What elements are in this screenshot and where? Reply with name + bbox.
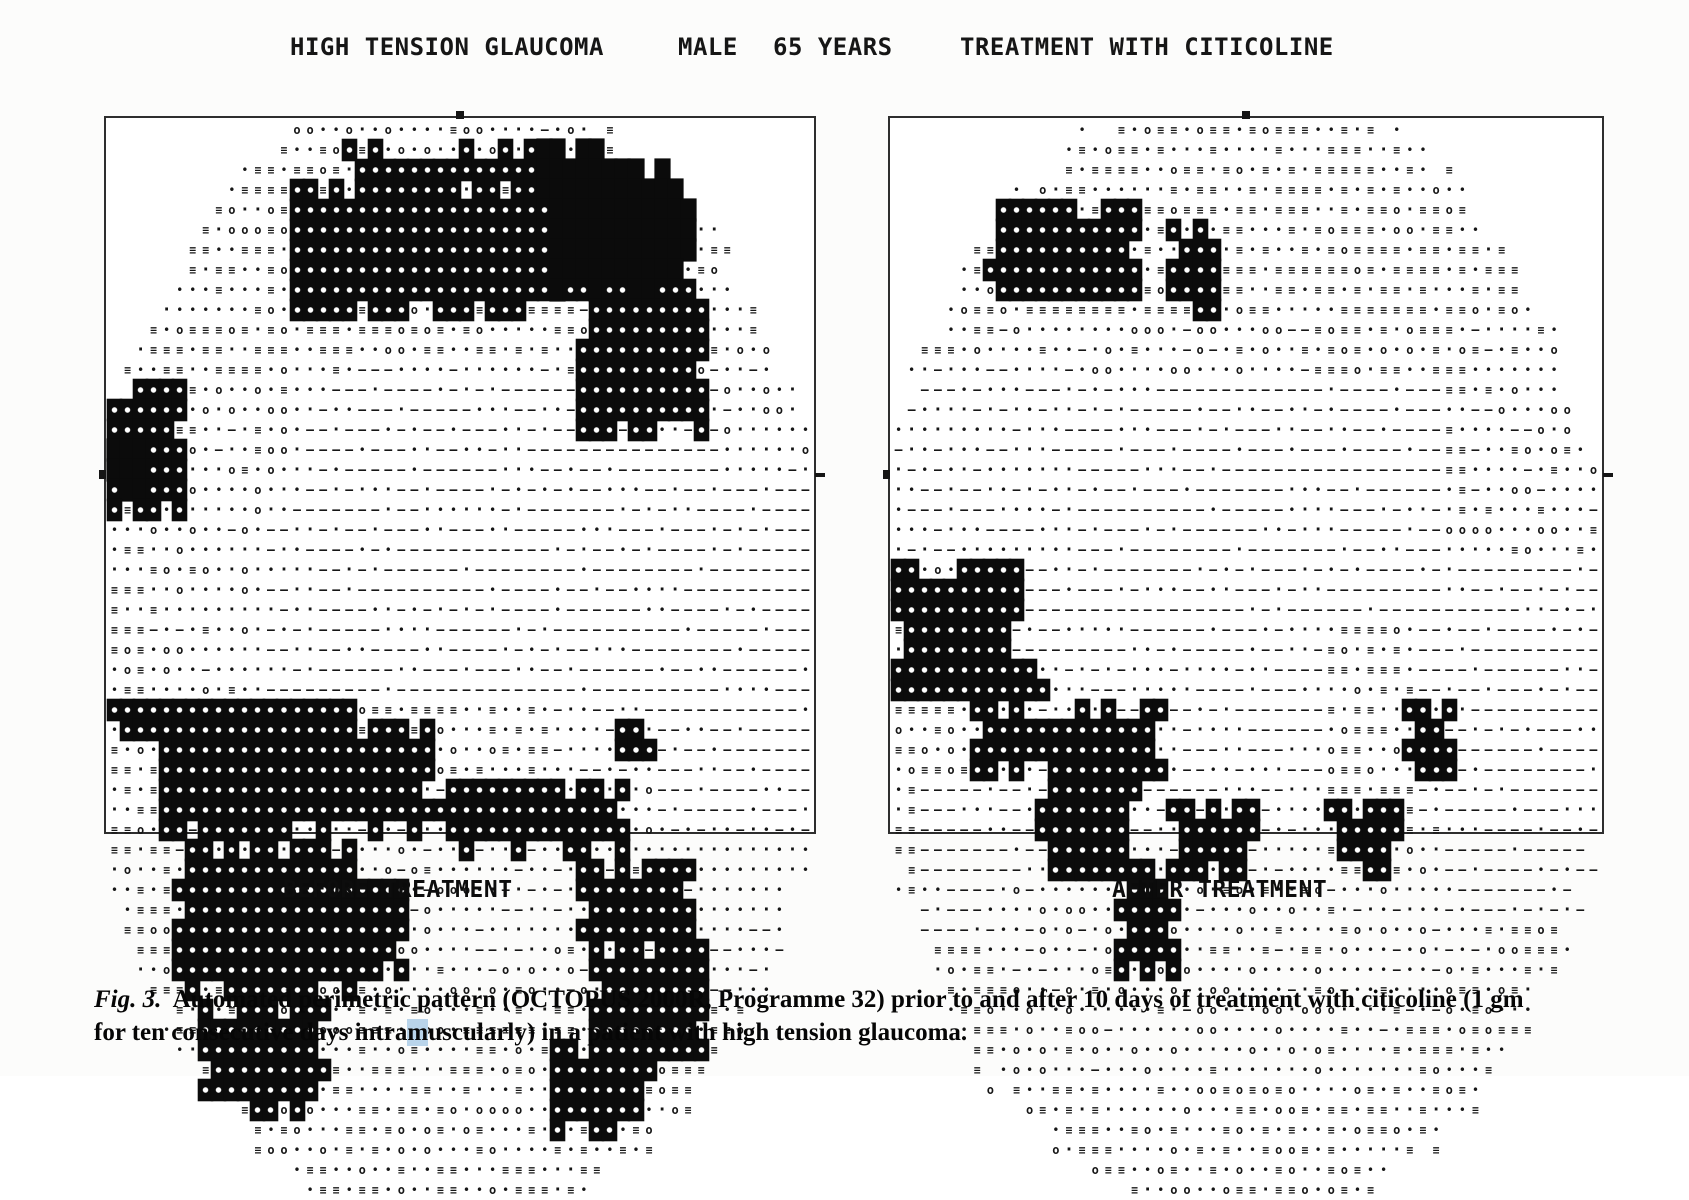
perimetry-grid-after: • ≡ • o ≡ ≡ • o ≡ ≡ • ≡ o ≡ ≡ ≡ • • ≡ · ≡ • • ≡ • o ≡ ≡ • ≡ • · • ≡ • · • · ≡ •…	[892, 120, 1599, 1200]
figure-caption: Fig. 3. Automated perimetric pattern (OCT…	[94, 983, 1674, 1049]
scanned-figure-page: HIGH TENSION GLAUCOMA MALE 65 YEARS TREA…	[94, 33, 1674, 1200]
figure-number: Fig. 3.	[94, 986, 162, 1013]
header-sex: MALE	[678, 33, 738, 61]
perimetry-panel-before: o o • • o · • o • • • · ≡ o o • · · • – • o · ≡ ≡ • • ≡ o ≡ • o • o · • • o · •…	[99, 111, 825, 1200]
header-age: 65 YEARS	[773, 33, 893, 61]
tick-left	[99, 470, 106, 479]
header-diagnosis: HIGH TENSION GLAUCOMA	[290, 33, 604, 61]
tick-left	[883, 470, 890, 479]
panel-label-before: BEFORE TREATMENT	[283, 877, 513, 903]
highlight-artifact: m	[407, 1019, 429, 1046]
tick-top	[1242, 111, 1250, 119]
caption-text-2b: uscularly) in a patient with high tensio…	[428, 1019, 968, 1046]
header-treatment: TREATMENT WITH CITICOLINE	[960, 33, 1334, 61]
caption-text-2a: for ten consecutive days intra	[94, 1019, 408, 1046]
caption-text-1: Automated perimetric pattern (OCTOPUS 20…	[172, 986, 1524, 1013]
panel-label-after: AFTER TREATMENT	[1112, 877, 1328, 903]
tick-top	[456, 111, 464, 119]
tick-right	[1603, 473, 1613, 477]
perimetry-grid-before: o o • • o · • o • • • · ≡ o o • · · • – • o · ≡ ≡ • • ≡ o ≡ • o • o · • • o · •…	[108, 120, 811, 1200]
tick-right	[815, 473, 825, 477]
caption-line-2: for ten consecutive days intramuscularly…	[94, 1016, 1674, 1049]
caption-line-1: Fig. 3. Automated perimetric pattern (OCT…	[94, 983, 1674, 1016]
perimetry-panel-after: • ≡ • o ≡ ≡ • o ≡ ≡ • ≡ o ≡ ≡ ≡ • • ≡ · ≡ • • ≡ • o ≡ ≡ • ≡ • · • ≡ • · • · ≡ •…	[883, 111, 1613, 1200]
